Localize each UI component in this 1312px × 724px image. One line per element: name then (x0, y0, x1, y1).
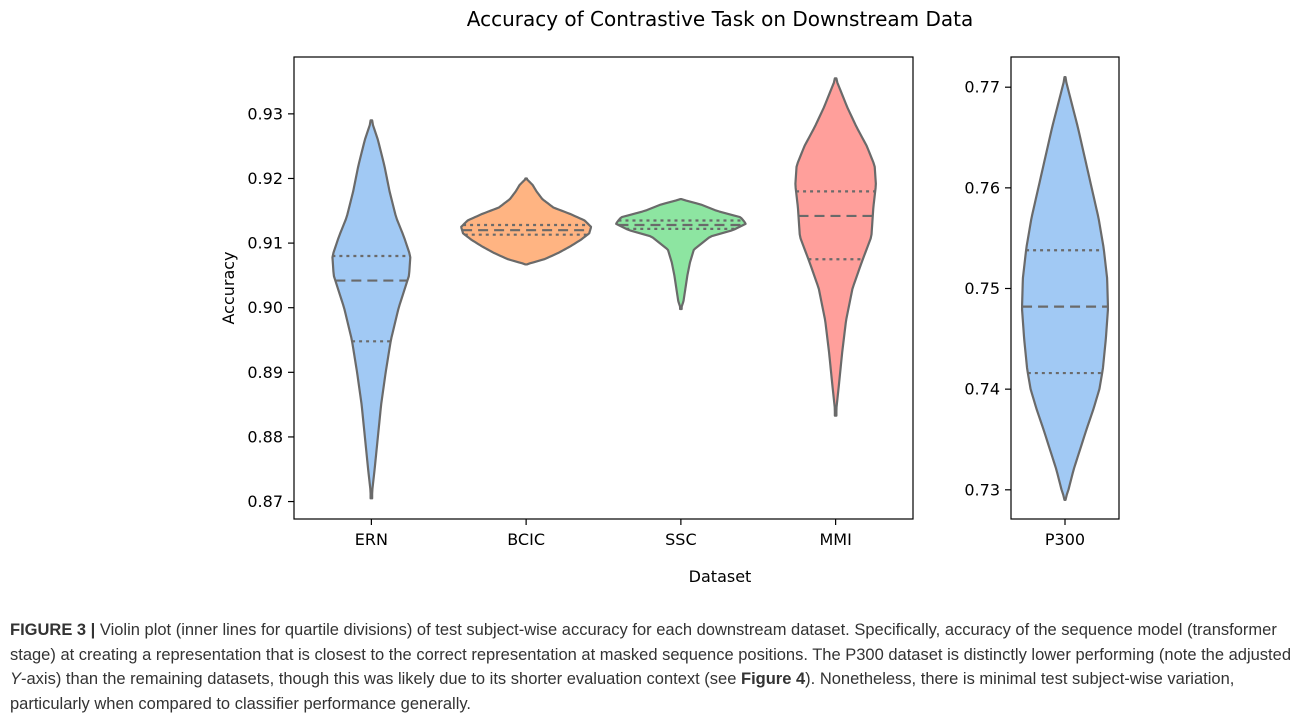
y-tick-label: 0.89 (247, 363, 283, 382)
caption-label: FIGURE 3 | (10, 621, 96, 639)
violin-body (460, 177, 593, 266)
y-tick-label: 0.90 (247, 298, 283, 317)
y-tick-label: 0.77 (964, 78, 1000, 97)
main-x-ticks: ERN BCIC SSC MMI (355, 519, 852, 549)
figure-caption: FIGURE 3 | Violin plot (inner lines for … (10, 618, 1306, 716)
y-tick-label: 0.93 (247, 104, 283, 123)
x-tick-label: MMI (819, 530, 851, 549)
violin-bcic (460, 177, 593, 266)
y-tick-label: 0.92 (247, 169, 283, 188)
violin-mmi (794, 77, 877, 417)
x-tick-label: SSC (665, 530, 696, 549)
x-axis-label: Dataset (689, 567, 752, 586)
y-tick-label: 0.75 (964, 279, 1000, 298)
caption-figure-ref: Figure 4 (740, 670, 806, 688)
caption-text-3: ). Nonetheless, there is minimal test su… (10, 670, 1235, 713)
main-plot-frame (293, 56, 914, 520)
y-tick-label: 0.91 (247, 234, 283, 253)
main-panel: 0.87 0.88 0.89 0.90 0.91 0.92 0.93 ERN BCIC SSC M… (219, 56, 914, 586)
y-tick-label: 0.76 (964, 178, 1000, 197)
violin-body (794, 77, 877, 417)
y-tick-label: 0.87 (247, 492, 283, 511)
y-tick-label: 0.73 (964, 480, 1000, 499)
y-tick-label: 0.74 (964, 380, 1000, 399)
violin-body (331, 119, 412, 500)
chart-title: Accuracy of Contrastive Task on Downstre… (467, 7, 973, 31)
violin-body (615, 198, 747, 311)
p300-violins (1020, 76, 1110, 501)
main-violins (331, 77, 877, 500)
violin-body (1020, 76, 1110, 501)
x-tick-label: BCIC (507, 530, 545, 549)
p300-y-ticks: 0.73 0.74 0.75 0.76 0.77 (964, 78, 1011, 499)
caption-text-1: Violin plot (inner lines for quartile di… (10, 621, 1291, 664)
y-axis-label: Accuracy (219, 251, 238, 324)
violin-p300 (1020, 76, 1110, 501)
x-tick-label: ERN (355, 530, 388, 549)
violin-ssc (615, 198, 747, 311)
violin-figure: Accuracy of Contrastive Task on Downstre… (219, 7, 1120, 586)
p300-x-ticks: P300 (1045, 519, 1085, 549)
violin-ern (331, 119, 412, 500)
main-y-ticks: 0.87 0.88 0.89 0.90 0.91 0.92 0.93 (247, 104, 294, 511)
p300-panel: 0.73 0.74 0.75 0.76 0.77 P300 (964, 56, 1120, 549)
y-tick-label: 0.88 (247, 427, 283, 446)
caption-y-italic: Y (10, 670, 22, 688)
caption-text-2: -axis) than the remaining datasets, thou… (21, 670, 741, 688)
x-tick-label: P300 (1045, 530, 1085, 549)
